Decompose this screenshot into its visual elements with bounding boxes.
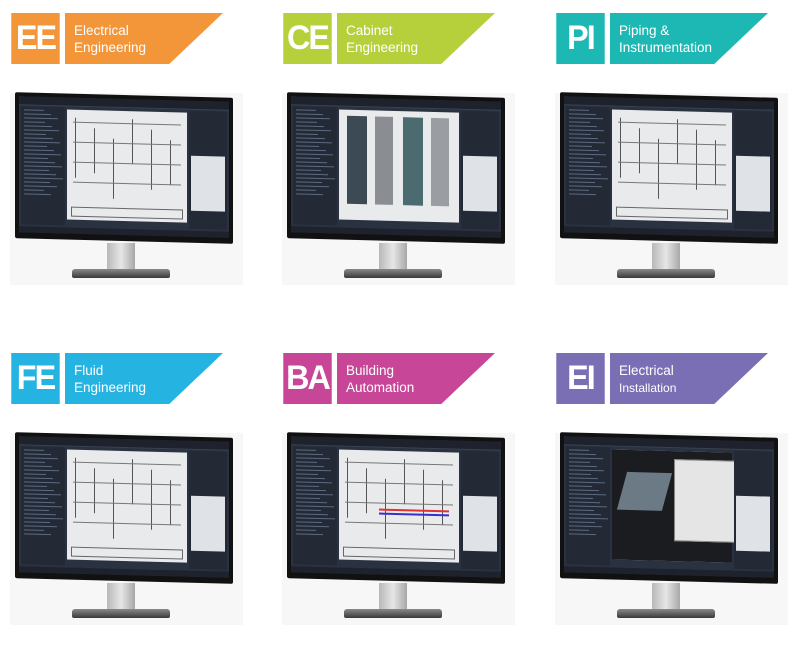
monitor-stand xyxy=(652,243,680,273)
drawing-canvas xyxy=(612,449,736,563)
module-name-banner: Electrical Engineering xyxy=(65,13,223,64)
monitor-stand xyxy=(107,583,135,613)
module-name-line1: Electrical xyxy=(619,363,674,378)
module-tile-ba[interactable]: BA Building Automation xyxy=(282,353,522,643)
monitor-image xyxy=(282,92,515,285)
parts-table xyxy=(191,155,225,212)
project-tree-panel xyxy=(566,446,610,566)
monitor-image xyxy=(555,92,788,285)
monitor-stand xyxy=(652,583,680,613)
software-screen-piping xyxy=(564,96,774,238)
module-badge: PI Piping & Instrumentation xyxy=(555,13,768,64)
module-name-banner: Fluid Engineering xyxy=(65,353,223,404)
monitor-image xyxy=(555,432,788,625)
drawing-canvas xyxy=(612,109,732,223)
module-badge: BA Building Automation xyxy=(282,353,495,404)
module-name-banner: Building Automation xyxy=(337,353,495,404)
monitor-base xyxy=(617,269,715,278)
module-name-line2: Instrumentation xyxy=(619,40,713,55)
module-name-line1: Piping & xyxy=(619,23,670,38)
monitor-bezel xyxy=(15,92,233,244)
monitor-bezel xyxy=(560,432,778,584)
module-badge: EE Electrical Engineering xyxy=(10,13,223,64)
monitor-image xyxy=(282,432,515,625)
module-name-line2: Installation xyxy=(619,381,677,395)
module-tile-fe[interactable]: FE Fluid Engineering xyxy=(10,353,250,643)
module-name-line1: Fluid xyxy=(74,363,104,378)
monitor-stand xyxy=(379,583,407,613)
monitor-base xyxy=(344,269,442,278)
drawing-canvas xyxy=(67,109,187,223)
module-name-line2: Engineering xyxy=(74,380,147,395)
parts-table xyxy=(463,155,497,212)
parts-table xyxy=(736,495,770,552)
module-badge: EI Electrical Installation xyxy=(555,353,768,404)
module-name-banner: Electrical Installation xyxy=(610,353,768,404)
monitor-image xyxy=(10,432,243,625)
module-badge: FE Fluid Engineering xyxy=(10,353,223,404)
monitor-bezel xyxy=(15,432,233,584)
monitor-bezel xyxy=(560,92,778,244)
module-abbreviation: CE xyxy=(283,13,332,64)
module-abbreviation: PI xyxy=(556,13,605,64)
module-abbreviation: FE xyxy=(11,353,60,404)
monitor-base xyxy=(72,609,170,618)
module-badge: CE Cabinet Engineering xyxy=(282,13,495,64)
software-screen-3d-installation xyxy=(564,436,774,578)
monitor-image xyxy=(10,92,243,285)
module-name-line1: Cabinet xyxy=(346,23,393,38)
parts-table xyxy=(191,495,225,552)
properties-panel xyxy=(189,450,227,570)
module-name-banner: Cabinet Engineering xyxy=(337,13,495,64)
module-abbreviation: EE xyxy=(11,13,60,64)
drawing-canvas xyxy=(67,449,187,563)
drawing-canvas xyxy=(339,109,459,223)
module-tile-pi[interactable]: PI Piping & Instrumentation xyxy=(555,13,795,303)
drawing-canvas xyxy=(339,449,459,563)
module-name-line2: Engineering xyxy=(74,40,147,55)
module-tile-ee[interactable]: EE Electrical Engineering xyxy=(10,13,250,303)
monitor-base xyxy=(72,269,170,278)
properties-panel xyxy=(734,450,772,570)
module-tile-ei[interactable]: EI Electrical Installation xyxy=(555,353,795,643)
properties-panel xyxy=(461,450,499,570)
module-name-banner: Piping & Instrumentation xyxy=(610,13,768,64)
project-tree-panel xyxy=(21,106,65,226)
module-name-line2: Engineering xyxy=(346,40,419,55)
monitor-bezel xyxy=(287,92,505,244)
project-tree-panel xyxy=(293,446,337,566)
module-abbreviation: BA xyxy=(283,353,332,404)
monitor-stand xyxy=(107,243,135,273)
monitor-bezel xyxy=(287,432,505,584)
module-name-line2: Automation xyxy=(346,380,415,395)
parts-table xyxy=(463,495,497,552)
properties-panel xyxy=(461,110,499,230)
project-tree-panel xyxy=(21,446,65,566)
monitor-base xyxy=(617,609,715,618)
software-screen-cabinet xyxy=(291,96,501,238)
module-tile-ce[interactable]: CE Cabinet Engineering xyxy=(282,13,522,303)
software-screen-fluid xyxy=(19,436,229,578)
properties-panel xyxy=(189,110,227,230)
software-screen-schematic xyxy=(19,96,229,238)
monitor-stand xyxy=(379,243,407,273)
project-tree-panel xyxy=(566,106,610,226)
module-name-line1: Electrical xyxy=(74,23,129,38)
monitor-base xyxy=(344,609,442,618)
properties-panel xyxy=(734,110,772,230)
module-abbreviation: EI xyxy=(556,353,605,404)
parts-table xyxy=(736,155,770,212)
project-tree-panel xyxy=(293,106,337,226)
software-screen-automation xyxy=(291,436,501,578)
module-name-line1: Building xyxy=(346,363,395,378)
